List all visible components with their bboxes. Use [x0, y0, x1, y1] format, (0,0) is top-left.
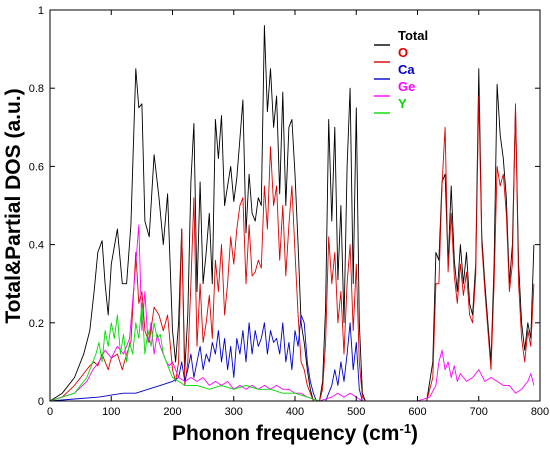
y-tick-label: 0.4 — [29, 240, 44, 252]
series-line-total — [49, 25, 535, 402]
y-tick-label: 0.2 — [29, 318, 44, 330]
x-tick-label: 400 — [286, 406, 304, 418]
x-axis-title-close: ) — [411, 422, 418, 445]
x-tick-label: 200 — [163, 406, 181, 418]
y-tick-label: 0.6 — [29, 161, 44, 173]
y-tick-label: 1 — [38, 5, 44, 17]
y-axis-title: Total&Partial DOS (a.u.) — [2, 88, 25, 323]
x-tick-label: 300 — [225, 406, 243, 418]
axis-layer: 0 100 200 300 400 500 600 700 800 0 0.2 0.4 0.6 0.8 1 — [29, 5, 549, 418]
x-tick-label: 100 — [102, 406, 120, 418]
legend-label-y: Y — [398, 96, 407, 111]
plot-frame — [49, 9, 541, 402]
x-axis-title-main: Phonon frequency (cm — [172, 422, 400, 445]
series-line-y — [49, 302, 534, 402]
series-line-ca — [49, 314, 534, 402]
y-tick-label: 0.8 — [29, 83, 44, 95]
x-tick-label: 700 — [470, 406, 488, 418]
legend-label-ge: Ge — [398, 79, 415, 94]
legend: Total O Ca Ge Y — [374, 28, 428, 114]
x-tick-label: 600 — [408, 406, 426, 418]
x-axis-title-sup: -1 — [399, 421, 411, 436]
legend-label-ca: Ca — [398, 62, 415, 77]
legend-label-o: O — [398, 45, 408, 60]
legend-label-total: Total — [398, 28, 428, 43]
y-tick-label: 0 — [38, 396, 44, 408]
x-tick-label: 800 — [531, 406, 549, 418]
series-layer — [49, 25, 535, 402]
x-tick-label: 500 — [347, 406, 365, 418]
x-axis-title: Phonon frequency (cm-1) — [172, 421, 418, 446]
x-tick-label: 0 — [47, 406, 53, 418]
series-line-o — [49, 95, 535, 402]
